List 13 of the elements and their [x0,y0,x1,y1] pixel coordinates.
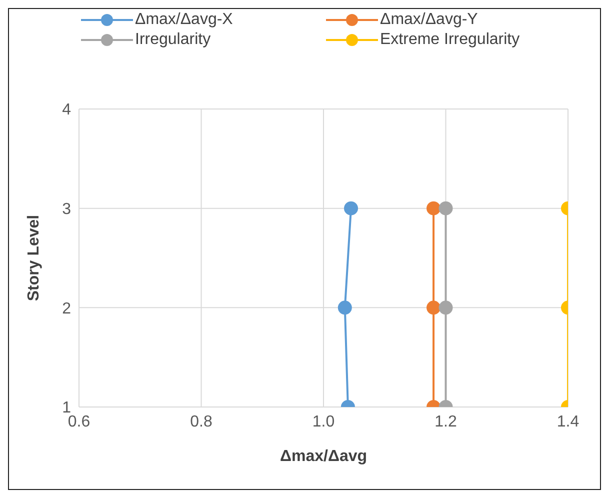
x-tick-label: 1.0 [312,413,335,430]
legend-label: Extreme Irregularity [380,31,520,49]
legend-label: Δmax/Δavg-X [135,11,233,29]
legend-label: Δmax/Δavg-Y [380,11,478,29]
y-tick-label: 3 [62,201,72,218]
x-tick-label: 1.2 [434,413,457,430]
legend-label: Irregularity [135,31,211,49]
y-tick-label: 2 [62,300,72,318]
x-axis-title: Δmax/Δavg [280,448,368,465]
x-tick-label: 1.4 [556,413,580,430]
y-tick-label: 4 [62,102,72,119]
y-axis-title: Story Level [26,214,43,302]
x-tick-label: 0.8 [190,413,212,430]
